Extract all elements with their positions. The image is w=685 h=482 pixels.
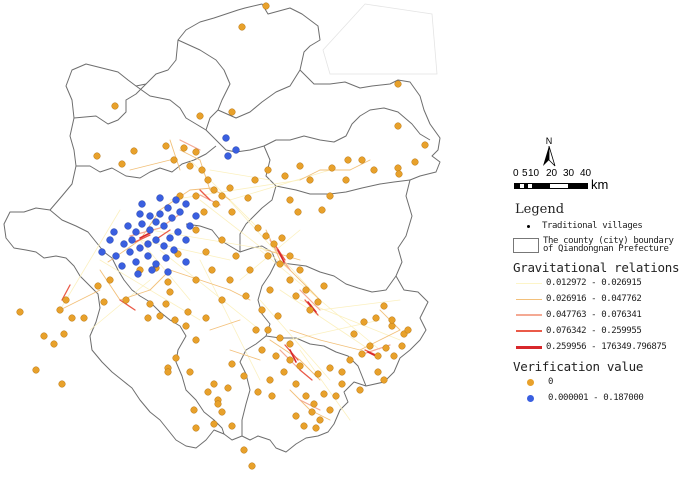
north-label: N — [545, 136, 553, 146]
legend-label: 0.026916 - 0.047762 — [546, 294, 642, 304]
legend: Legend Traditional villages The county (… — [513, 202, 685, 406]
legend-label: of Qiandongnan Prefecture — [543, 244, 669, 254]
line-swatch-icon — [516, 298, 542, 300]
legend-label: 0.076342 - 0.259955 — [546, 326, 642, 336]
legend-verification-zero: 0 — [513, 374, 685, 390]
scale-tick: 5 — [522, 168, 528, 179]
legend-title: Legend — [515, 202, 565, 217]
legend-label: 0.259956 - 176349.796875 — [546, 342, 667, 352]
north-arrow-icon — [543, 145, 556, 167]
villages-positive — [98, 134, 240, 278]
line-swatch-icon — [516, 282, 542, 284]
ghost-region — [322, 3, 438, 75]
legend-gravity-class-1: 0.012972 - 0.026915 — [513, 275, 685, 291]
legend-label: 0.012972 - 0.026915 — [546, 278, 642, 288]
legend-gravity-class-2: 0.026916 - 0.047762 — [513, 291, 685, 307]
villages-zero — [16, 2, 429, 470]
legend-gravity-class-5: 0.259956 - 176349.796875 — [513, 339, 685, 355]
legend-gravity-class-3: 0.047763 - 0.076341 — [513, 307, 685, 323]
line-swatch-icon — [516, 330, 542, 332]
scale-tick: 20 — [546, 168, 558, 179]
scale-bar: 0 5 10 20 30 40 km — [513, 168, 633, 192]
scale-tick: 0 — [513, 168, 519, 179]
scale-unit: km — [591, 177, 609, 192]
legend-gravity-class-4: 0.076342 - 0.259955 — [513, 323, 685, 339]
legend-label: 0 — [548, 377, 554, 387]
legend-verification-positive: 0.000001 - 0.187000 — [513, 390, 685, 406]
line-swatch-icon — [516, 345, 542, 349]
legend-item-boundary: The county (city) boundary of Qiandongna… — [513, 234, 685, 256]
legend-label: The county (city) boundary — [543, 236, 674, 246]
verification-title: Verification value — [513, 359, 644, 374]
scale-bar-graphic — [514, 183, 588, 189]
blue-dot-icon — [527, 394, 534, 402]
county-boundaries — [3, 3, 441, 453]
north-arrow: N — [542, 136, 556, 170]
scale-tick: 30 — [563, 168, 575, 179]
orange-dot-icon — [527, 378, 534, 386]
legend-item-villages: Traditional villages — [513, 218, 685, 234]
legend-label: Traditional villages — [542, 221, 643, 231]
village-point-icon — [527, 224, 530, 228]
legend-label: 0.047763 - 0.076341 — [546, 310, 642, 320]
scale-tick: 10 — [528, 168, 540, 179]
scale-tick: 40 — [580, 168, 592, 179]
boundary-polygon-icon — [513, 237, 539, 253]
legend-label: 0.000001 - 0.187000 — [548, 393, 644, 403]
gravitational-title: Gravitational relations — [513, 260, 680, 275]
line-swatch-icon — [516, 314, 542, 316]
